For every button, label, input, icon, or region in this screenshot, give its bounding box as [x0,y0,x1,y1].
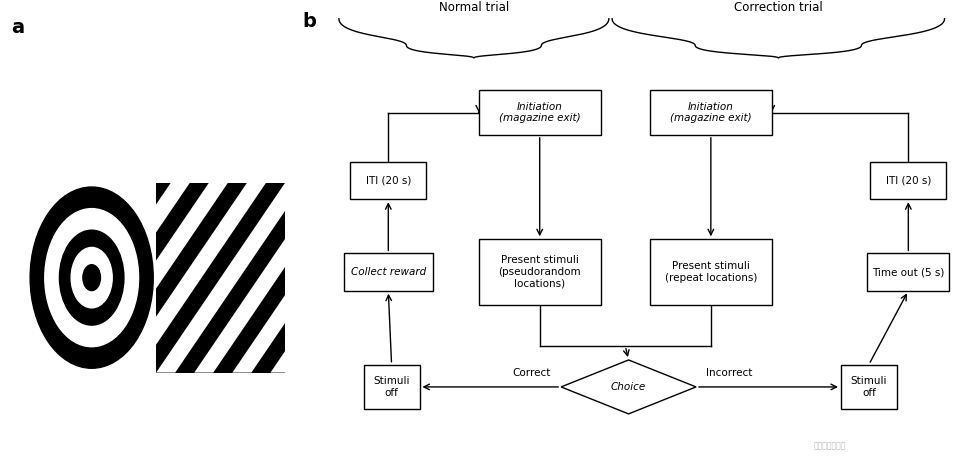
Polygon shape [42,183,190,372]
Text: ITI (20 s): ITI (20 s) [365,175,411,186]
Polygon shape [561,360,696,414]
FancyBboxPatch shape [156,183,285,372]
Circle shape [30,187,153,368]
Polygon shape [0,183,76,372]
Polygon shape [537,183,685,372]
Text: Correct: Correct [513,369,552,378]
Circle shape [60,230,124,325]
Polygon shape [156,183,305,372]
Circle shape [83,265,101,291]
Text: Time out (5 s): Time out (5 s) [873,267,945,277]
Polygon shape [118,183,266,372]
Polygon shape [499,183,647,372]
FancyBboxPatch shape [363,365,420,409]
Polygon shape [384,183,532,372]
Polygon shape [347,183,495,372]
Polygon shape [270,183,418,372]
FancyBboxPatch shape [650,91,772,135]
FancyBboxPatch shape [344,253,432,291]
Polygon shape [652,183,800,372]
FancyBboxPatch shape [351,162,426,199]
Polygon shape [0,183,113,372]
Text: b: b [303,12,316,31]
Text: Normal trial: Normal trial [439,1,509,14]
Text: Incorrect: Incorrect [706,369,752,378]
Text: a: a [12,18,25,37]
Text: Stimuli
off: Stimuli off [373,376,409,398]
FancyBboxPatch shape [871,162,947,199]
Polygon shape [194,183,342,372]
Text: Present stimuli
(repeat locations): Present stimuli (repeat locations) [665,261,757,283]
Text: 瑞沃德生命科學: 瑞沃德生命科學 [813,441,846,450]
Polygon shape [576,183,724,372]
Text: Choice: Choice [611,382,646,392]
Text: Initiation
(magazine exit): Initiation (magazine exit) [670,102,752,123]
Text: ITI (20 s): ITI (20 s) [886,175,931,186]
Text: Correction trial: Correction trial [734,1,823,14]
Text: Collect reward: Collect reward [351,267,426,277]
Polygon shape [461,183,609,372]
Text: Present stimuli
(pseudorandom
locations): Present stimuli (pseudorandom locations) [499,256,581,288]
Polygon shape [423,183,571,372]
FancyBboxPatch shape [27,183,156,372]
Text: Stimuli
off: Stimuli off [850,376,887,398]
Polygon shape [613,183,761,372]
FancyBboxPatch shape [479,91,601,135]
Circle shape [71,248,112,308]
FancyBboxPatch shape [479,239,601,305]
Polygon shape [80,183,228,372]
FancyBboxPatch shape [650,239,772,305]
Circle shape [45,209,138,347]
FancyBboxPatch shape [841,365,897,409]
Polygon shape [308,183,456,372]
Polygon shape [233,183,381,372]
Polygon shape [4,183,152,372]
Text: Initiation
(magazine exit): Initiation (magazine exit) [499,102,580,123]
FancyBboxPatch shape [867,253,949,291]
Polygon shape [0,183,37,372]
